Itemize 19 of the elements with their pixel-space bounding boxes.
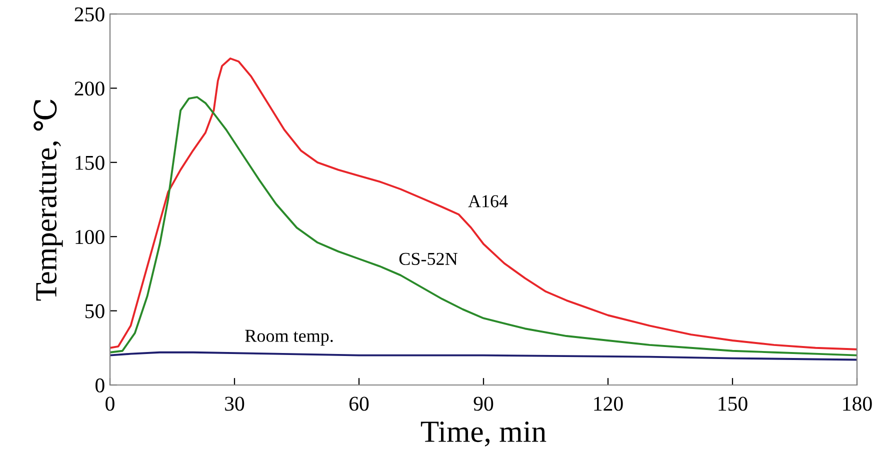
line-series [110, 351, 857, 361]
x-tick-label: 60 [349, 396, 369, 411]
x-tick-label: 30 [225, 396, 244, 411]
y-tick-label: 50 [86, 304, 104, 318]
x-tick-label: 180 [843, 396, 872, 411]
x-axis-title: Time, min [420, 422, 546, 446]
x-tick-label: 90 [474, 396, 494, 411]
y-axis-title: Temperature, ℃ [34, 100, 63, 301]
series-label: A164 [468, 195, 508, 208]
series-label: CS-52N [399, 252, 458, 266]
y-tick-label: 100 [76, 230, 104, 244]
y-tick-label: 0 [96, 378, 104, 392]
series-label: Room temp. [245, 330, 333, 346]
x-tick-label: 150 [718, 396, 748, 411]
x-tick-label: 120 [594, 396, 623, 411]
y-tick-label: 150 [76, 156, 104, 170]
y-tick-label: 200 [74, 82, 104, 96]
x-tick-label: 0 [106, 396, 114, 411]
y-tick-label: 250 [74, 7, 104, 22]
